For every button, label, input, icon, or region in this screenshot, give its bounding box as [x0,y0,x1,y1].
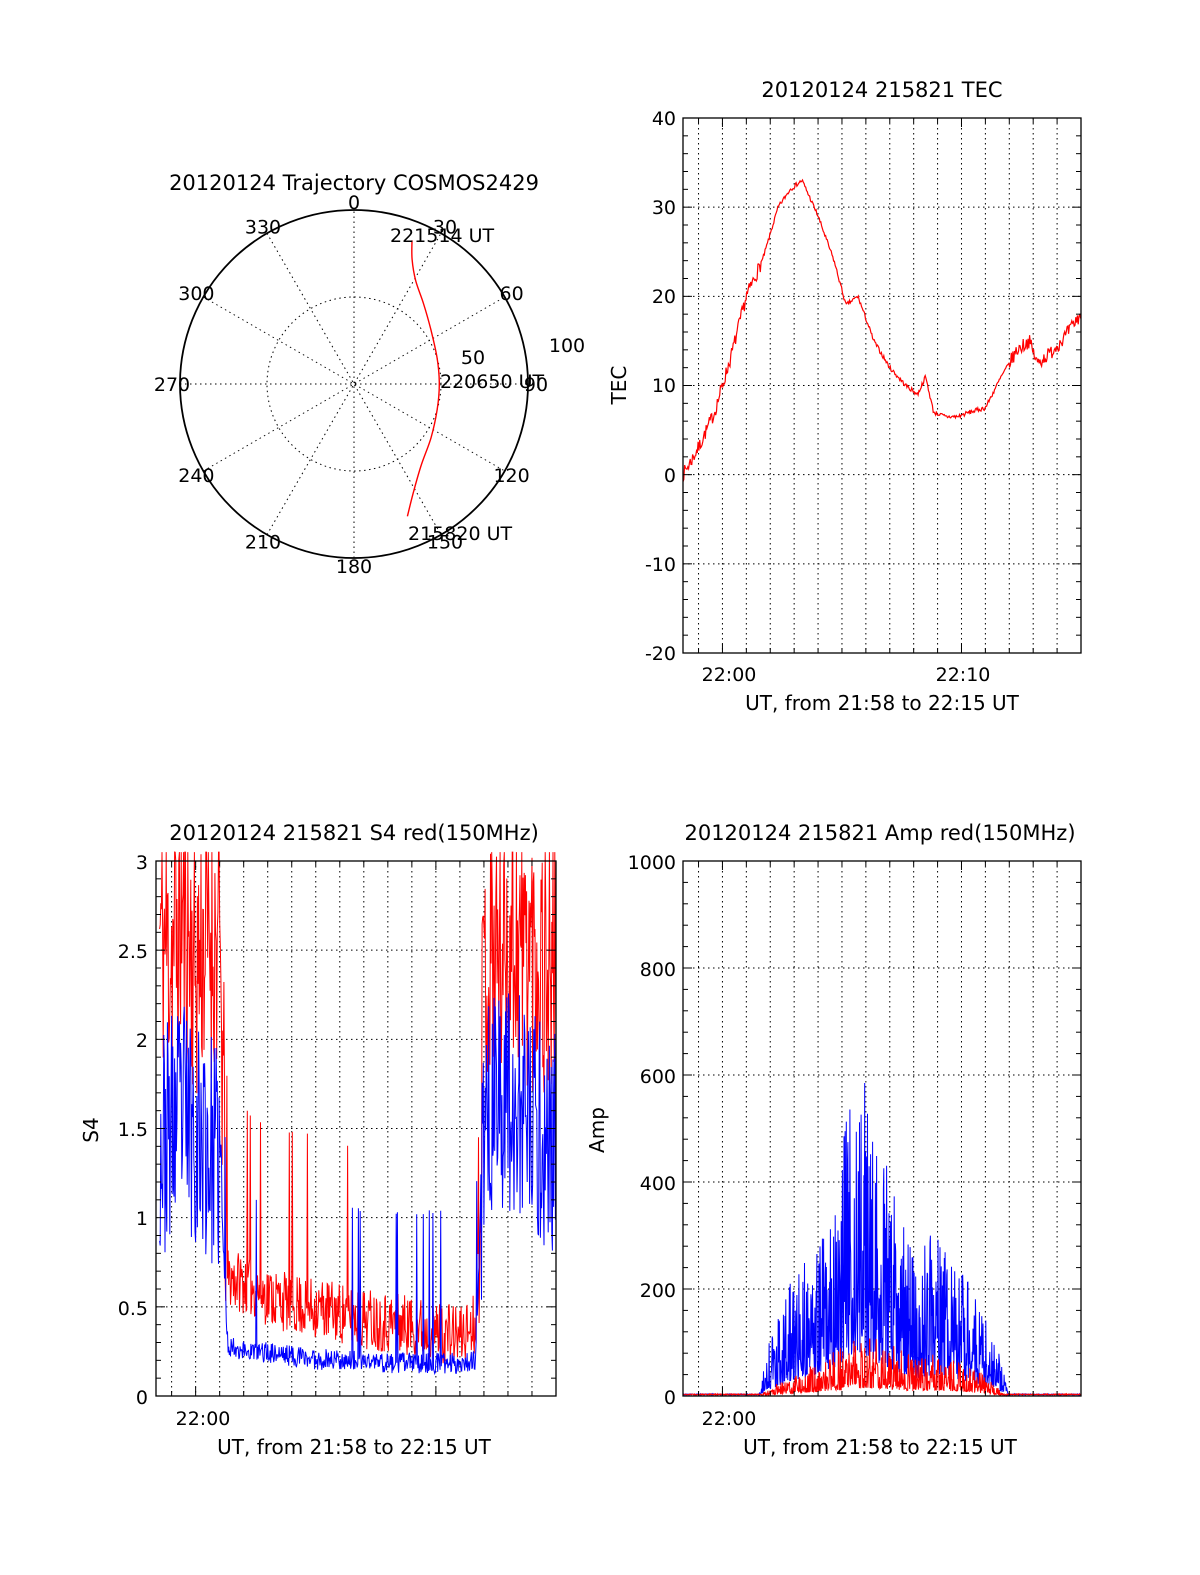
tec-plot-frame [682,117,1082,654]
trajectory-mid-label: 220650 UT [440,371,544,393]
s4-ytick-0: 0 [136,1387,148,1409]
polar-azimuth-label-150: 150 [427,532,463,554]
polar-spoke-60 [203,296,505,472]
polar-azimuth-label-240: 240 [178,465,214,487]
polar-ring-label-50: 50 [461,347,485,369]
polar-azimuth-labels: 0 30 60 90 120 150 180 210 240 270 300 330 [154,192,548,578]
polar-azimuth-label-90: 90 [524,374,548,396]
tec-ytick-20: 20 [652,286,676,308]
amp-panel: 20120124 215821 Amp red(150MHz) 1000 800… [585,821,1082,1459]
tec-xtick-2210: 22:10 [936,664,991,686]
s4-ytick-2.5: 2.5 [118,941,148,963]
polar-title: 20120124 Trajectory COSMOS2429 [169,171,539,195]
s4-title: 20120124 215821 S4 red(150MHz) [169,821,539,845]
s4-xlabel: UT, from 21:58 to 22:15 UT [217,1435,492,1459]
tec-xtick-2200: 22:00 [702,664,757,686]
amp-blue-series [682,1082,1082,1397]
polar-azimuth-label-180: 180 [336,556,372,578]
tec-title: 20120124 215821 TEC [761,78,1002,102]
amp-ytick-0: 0 [664,1387,676,1409]
amp-ytick-200: 200 [640,1280,676,1302]
amp-title: 20120124 215821 Amp red(150MHz) [684,821,1075,845]
trajectory-start-label: 215820 UT [408,523,512,545]
trajectory-end-label: 221514 UT [390,225,494,247]
tec-panel: 20120124 215821 TEC 40 30 20 10 0 -10 -2… [607,78,1082,715]
tec-xlabel: UT, from 21:58 to 22:15 UT [745,691,1020,715]
polar-azimuth-label-270: 270 [154,374,190,396]
s4-blue-series [159,993,557,1376]
amp-xtick-2200: 22:00 [702,1408,757,1430]
amp-ytick-600: 600 [640,1066,676,1088]
polar-azimuth-label-210: 210 [245,532,281,554]
polar-spoke-150 [266,233,442,535]
polar-ring-label-100: 100 [549,335,585,357]
tec-ytick-neg10: -10 [645,554,676,576]
tec-ytick-10: 10 [652,375,676,397]
amp-ytick-1000: 1000 [628,852,676,874]
polar-azimuth-label-120: 120 [493,465,529,487]
tec-ytick-neg20: -20 [645,643,676,665]
tec-ytick-0: 0 [664,465,676,487]
polar-spoke-120 [203,296,505,472]
s4-ylabel: S4 [79,1117,103,1142]
tec-ytick-40: 40 [652,108,676,130]
amp-ticks [683,860,1081,1397]
polar-azimuth-label-0: 0 [348,192,360,214]
s4-xtick-2200: 22:00 [176,1408,231,1430]
tec-ytick-30: 30 [652,197,676,219]
polar-panel: 20120124 Trajectory COSMOS2429 0 30 60 90 12… [154,171,585,578]
amp-ytick-400: 400 [640,1173,676,1195]
s4-panel: 20120124 215821 S4 red(150MHz) 3 2.5 2 1… [79,821,557,1459]
s4-ytick-0.5: 0.5 [118,1298,148,1320]
amp-xlabel: UT, from 21:58 to 22:15 UT [743,1435,1018,1459]
polar-azimuth-label-330: 330 [245,216,281,238]
polar-grid [180,210,528,558]
polar-azimuth-label-300: 300 [178,283,214,305]
amp-plot-frame [682,860,1082,1397]
amp-red-series [682,1338,1082,1398]
trajectory-track [406,240,441,517]
s4-ytick-1: 1 [136,1208,148,1230]
s4-ticks [156,860,556,1397]
s4-ytick-1.5: 1.5 [118,1119,148,1141]
amp-ytick-800: 800 [640,959,676,981]
polar-azimuth-label-60: 60 [500,283,524,305]
tec-series-line [682,178,1082,482]
tec-ylabel: TEC [607,366,631,406]
s4-ytick-3: 3 [136,852,148,874]
s4-ytick-2: 2 [136,1030,148,1052]
amp-ylabel: Amp [585,1107,609,1153]
tec-ticks [683,117,1081,654]
polar-azimuth-label-30: 30 [433,216,457,238]
polar-spoke-30 [266,233,442,535]
tec-grid [683,118,1081,653]
polar-ring-50 [266,296,442,472]
polar-outer-circle [179,209,529,559]
